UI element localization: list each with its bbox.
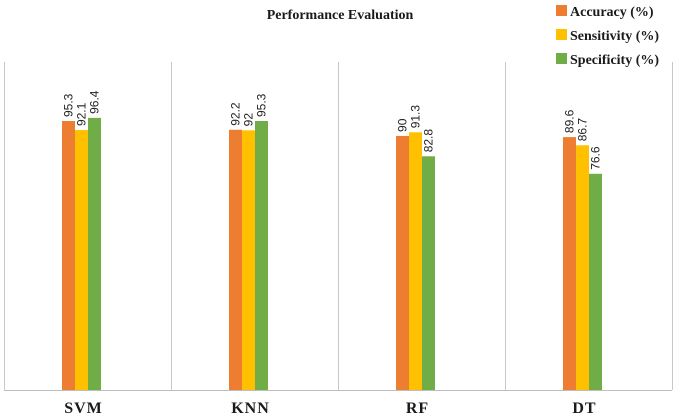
legend-swatch	[556, 5, 567, 16]
legend-swatch	[556, 29, 567, 40]
data-label: 92.2	[229, 102, 243, 126]
data-label: 90	[396, 118, 410, 132]
data-label: 89.6	[563, 109, 577, 133]
category-labels: SVM KNN RF DT	[64, 400, 596, 417]
gridlines	[4, 62, 673, 391]
bar-svm-accuracy	[62, 121, 75, 391]
bar-knn-accuracy	[229, 129, 242, 391]
data-label: 92.1	[75, 102, 89, 126]
legend-swatch	[556, 53, 567, 64]
data-label: 91.3	[409, 105, 423, 129]
bar-knn-sensitivity	[242, 130, 255, 391]
legend-label: Sensitivity (%)	[570, 29, 659, 44]
category-label-rf: RF	[406, 400, 429, 417]
chart-title: Performance Evaluation	[267, 8, 414, 23]
bar-dt-specificity	[589, 173, 602, 390]
bars	[62, 117, 602, 391]
data-label: 96.4	[88, 90, 102, 114]
category-label-dt: DT	[572, 400, 596, 417]
bar-svm-specificity	[88, 117, 101, 390]
bar-rf-accuracy	[396, 135, 409, 390]
legend-label: Specificity (%)	[570, 53, 659, 68]
legend: Accuracy (%) Sensitivity (%) Specificity (…	[556, 5, 659, 68]
category-label-svm: SVM	[64, 400, 103, 417]
data-label: 95.3	[62, 93, 76, 117]
legend-label: Accuracy (%)	[570, 5, 654, 20]
bar-rf-sensitivity	[409, 132, 422, 390]
category-label-knn: KNN	[231, 400, 270, 417]
bar-svm-sensitivity	[75, 130, 88, 390]
bar-dt-accuracy	[563, 137, 576, 390]
data-label: 76.6	[589, 146, 603, 170]
data-label: 86.7	[576, 118, 590, 142]
data-label: 92	[242, 113, 256, 127]
bar-knn-specificity	[255, 121, 268, 391]
data-label: 95.3	[255, 93, 269, 117]
bar-dt-sensitivity	[576, 145, 589, 390]
data-label: 82.8	[422, 129, 436, 153]
bar-rf-specificity	[422, 156, 435, 390]
